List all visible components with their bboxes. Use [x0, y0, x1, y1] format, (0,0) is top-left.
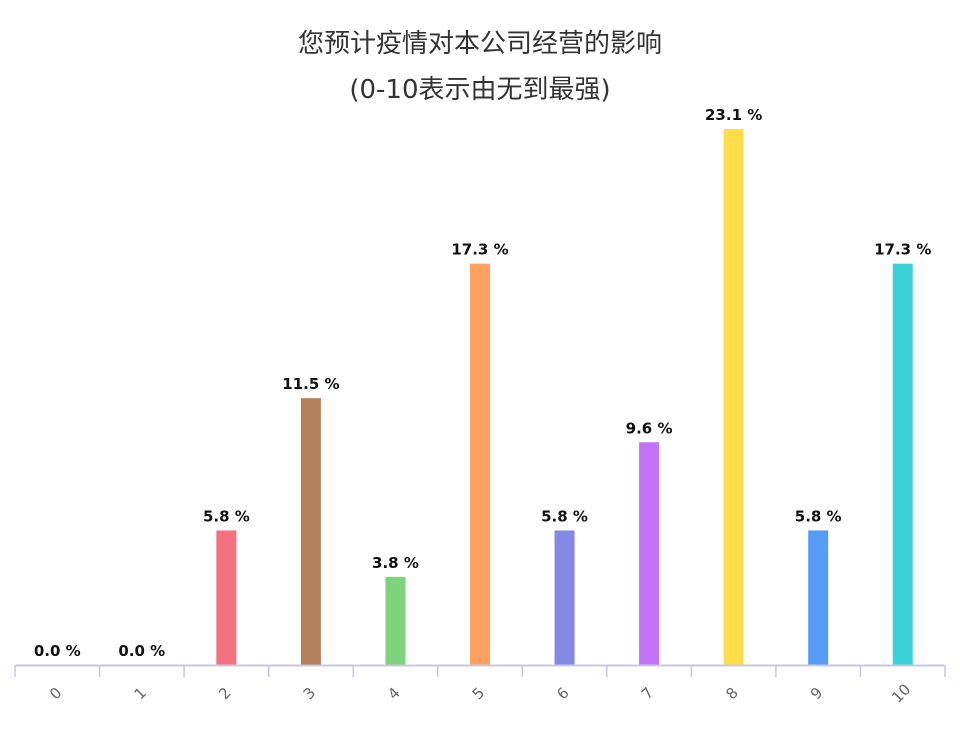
data-label-10: 17.3 % — [874, 241, 931, 259]
chart-subtitle: (0-10表示由无到最强) — [349, 75, 610, 105]
x-tick-label-3: 3 — [300, 684, 319, 703]
data-label-3: 11.5 % — [282, 375, 339, 393]
bar-6[interactable] — [554, 530, 575, 665]
data-label-6: 5.8 % — [541, 507, 588, 525]
x-tick-label-9: 9 — [807, 684, 826, 703]
data-label-9: 5.8 % — [795, 507, 842, 525]
data-label-5: 17.3 % — [451, 241, 508, 259]
chart-title: 您预计疫情对本公司经营的影响 — [298, 29, 662, 59]
bar-8[interactable] — [723, 129, 744, 665]
x-axis: 0 1 2 3 4 5 6 7 8 9 10 — [14, 664, 946, 707]
x-tick-label-10: 10 — [888, 680, 914, 706]
x-tick-label-1: 1 — [131, 684, 150, 703]
x-tick-label-4: 4 — [384, 684, 403, 703]
bar-9[interactable] — [808, 530, 829, 665]
bar-5[interactable] — [470, 263, 490, 665]
data-labels-layer: 0.0 % 0.0 % 5.8 % 11.5 % 3.8 % 17.3 % 5.8 % 9.6… — [34, 106, 932, 660]
data-label-7: 9.6 % — [626, 419, 673, 437]
data-label-0: 0.0 % — [34, 642, 81, 660]
bar-7[interactable] — [639, 442, 660, 665]
x-tick-label-8: 8 — [722, 684, 741, 703]
x-tick-label-2: 2 — [215, 684, 234, 703]
bar-4[interactable] — [385, 576, 406, 665]
data-label-8: 23.1 % — [705, 106, 762, 124]
x-tick-label-7: 7 — [638, 684, 657, 703]
bar-3[interactable] — [300, 398, 321, 665]
bar-2[interactable] — [216, 530, 237, 665]
data-label-1: 0.0 % — [118, 642, 165, 660]
data-label-2: 5.8 % — [203, 507, 250, 525]
x-tick-label-0: 0 — [46, 684, 65, 703]
bar-10[interactable] — [892, 263, 913, 665]
data-label-4: 3.8 % — [372, 554, 419, 572]
bars-layer — [216, 129, 913, 665]
x-tick-label-6: 6 — [553, 684, 572, 703]
x-tick-label-5: 5 — [469, 684, 488, 703]
